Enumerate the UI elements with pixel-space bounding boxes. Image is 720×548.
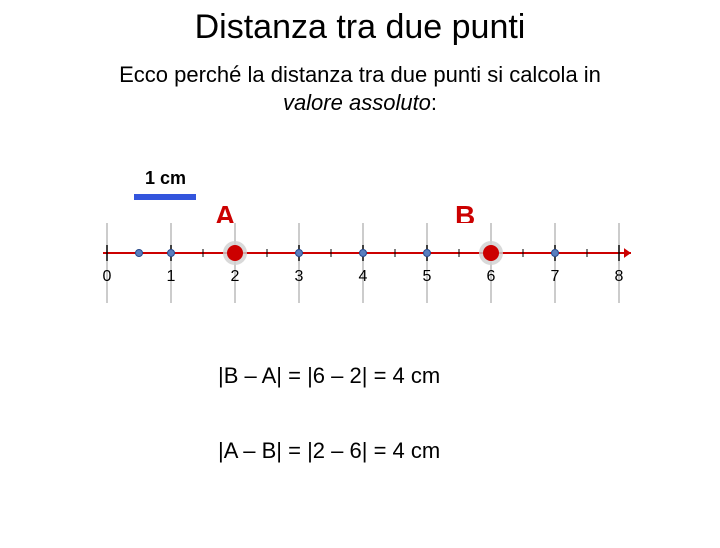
svg-text:2: 2 — [231, 268, 240, 285]
svg-text:6: 6 — [487, 268, 496, 285]
svg-text:8: 8 — [615, 268, 624, 285]
subtitle-emphasis: valore assoluto — [283, 90, 431, 115]
subtitle-line1: Ecco perché la distanza tra due punti si… — [119, 62, 601, 87]
number-line: 0 1 2 3 4 5 6 7 8 — [93, 223, 633, 303]
svg-text:7: 7 — [551, 268, 560, 285]
number-line-svg: 0 1 2 3 4 5 6 7 8 — [93, 223, 633, 303]
subtitle-tail: : — [431, 90, 437, 115]
formula-1: |B – A| = |6 – 2| = 4 cm — [218, 363, 440, 389]
subtitle: Ecco perché la distanza tra due punti si… — [0, 61, 720, 116]
formula-2: |A – B| = |2 – 6| = 4 cm — [218, 438, 440, 464]
scale-bar — [134, 194, 196, 200]
svg-text:0: 0 — [103, 268, 112, 285]
svg-text:1: 1 — [167, 268, 176, 285]
svg-text:4: 4 — [359, 268, 368, 285]
svg-text:3: 3 — [295, 268, 304, 285]
slide: Distanza tra due punti Ecco perché la di… — [0, 8, 720, 548]
scale-label: 1 cm — [145, 168, 186, 189]
svg-text:5: 5 — [423, 268, 432, 285]
page-title: Distanza tra due punti — [0, 8, 720, 47]
